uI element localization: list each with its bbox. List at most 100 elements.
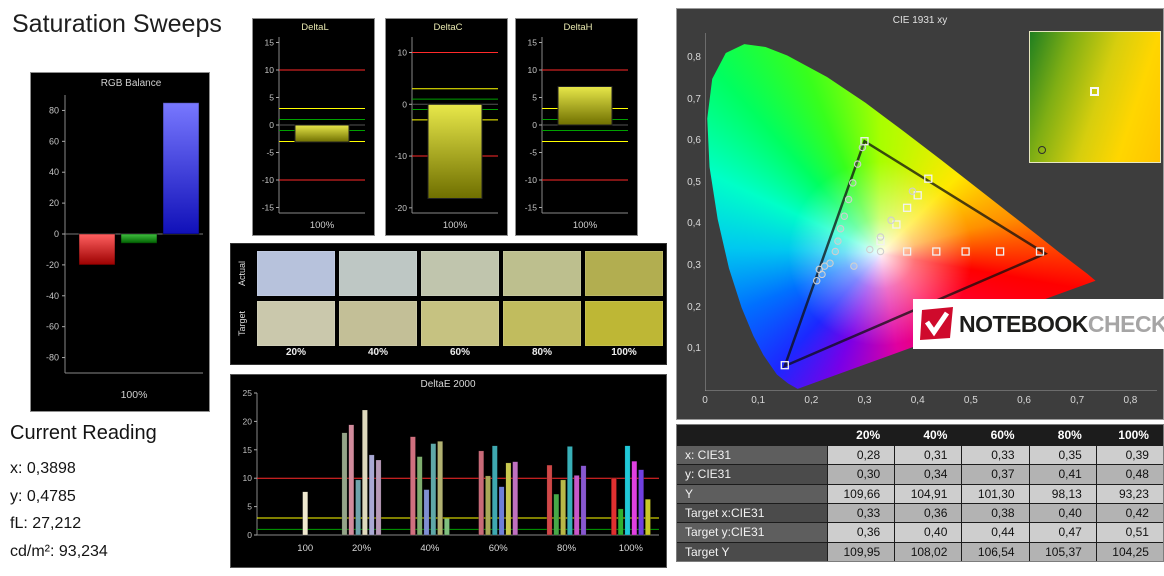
delta-e-bar xyxy=(505,462,512,536)
delta-l-chart: DeltaL 15 10 5 0 -5 -10 -15 100% xyxy=(252,18,375,236)
text-element: -5 xyxy=(266,148,274,158)
delta-e-svg: DeltaE 2000 25 20 15 10 5 0 100 20% 40% 60% 80% 100% xyxy=(243,379,659,554)
check-icon-bg xyxy=(920,307,953,340)
text-element: 20 xyxy=(49,198,59,208)
page-title: Saturation Sweeps xyxy=(12,10,222,38)
table-cell: 0,39 xyxy=(1096,446,1163,465)
text-element: RGB Balance xyxy=(101,78,162,89)
target-square-marker xyxy=(902,247,912,256)
table-cell: 0,37 xyxy=(962,465,1029,484)
measured-circle-marker xyxy=(876,233,885,241)
deltaH-svg: DeltaH 15 10 5 0 -5 -10 -15 100% xyxy=(525,22,628,231)
cie-x-tick-label: 0,5 xyxy=(963,395,978,406)
delta-e-bar xyxy=(580,465,587,536)
logo-text-notebook: NOTEBOOK xyxy=(959,310,1088,337)
measured-circle-marker xyxy=(818,270,826,279)
table-cell: 105,37 xyxy=(1029,542,1096,561)
text-element: -80 xyxy=(46,353,59,363)
table-row-label: Target y:CIE31 xyxy=(677,523,827,542)
swatch-col-label: 80% xyxy=(531,347,552,358)
table-header-cell: 80% xyxy=(1029,425,1096,445)
text-element: -40 xyxy=(46,291,59,301)
deltaC-svg: DeltaC 10 0 -10 -20 100% xyxy=(395,22,498,231)
table-cell: 0,51 xyxy=(1096,523,1163,542)
table-cell: 0,28 xyxy=(828,446,895,465)
text-element: 0 xyxy=(269,120,274,130)
text-element: 100% xyxy=(619,543,644,554)
delta-h-chart: DeltaH 15 10 5 0 -5 -10 -15 100% xyxy=(515,18,638,236)
delta-e-bar xyxy=(573,475,580,536)
cie-x-tick-label: 0 xyxy=(702,395,708,406)
text-element: 100% xyxy=(573,220,598,231)
inset-target-square-marker xyxy=(1089,86,1099,96)
text-element: 60% xyxy=(489,543,509,554)
delta-e-bar xyxy=(368,454,375,536)
target-square-marker xyxy=(932,247,941,256)
delta-e-bar xyxy=(624,445,631,536)
text-element: 15 xyxy=(265,38,275,48)
text-element: 100% xyxy=(443,220,468,231)
cie-y-tick-label: 0,5 xyxy=(687,176,701,188)
delta-e-2000-chart: DeltaE 2000 25 20 15 10 5 0 100 20% 40% 60% 80% 100% xyxy=(230,374,667,568)
delta-e-bar xyxy=(478,450,485,536)
text-element: 40% xyxy=(420,543,440,554)
delta-e-bar xyxy=(444,518,450,536)
cie-x-tick-label: 0,6 xyxy=(1017,395,1031,406)
text-element: 20% xyxy=(352,543,372,554)
current-reading-cd: cd/m²: 93,234 xyxy=(10,542,108,560)
delta-e-bar xyxy=(341,432,348,536)
text-element: 80 xyxy=(49,105,59,115)
measured-circle-marker xyxy=(849,179,857,187)
text-element: 15 xyxy=(528,38,538,48)
text-element: 10 xyxy=(528,65,538,75)
text-element: 25 xyxy=(243,388,253,398)
text-element: 10 xyxy=(398,48,408,58)
swatch-actual-40% xyxy=(339,251,417,296)
text-element: -15 xyxy=(525,203,538,213)
target-square-marker xyxy=(892,220,901,229)
text-element: 0 xyxy=(54,229,59,239)
target-square-marker xyxy=(961,247,970,256)
measured-circle-marker xyxy=(840,212,849,220)
delta-e-bar xyxy=(567,446,573,536)
delta-e-bar xyxy=(560,479,566,536)
text-element: 60 xyxy=(49,136,59,146)
notebookcheck-check-icon xyxy=(919,306,955,342)
inset-measured-circle-marker xyxy=(1037,146,1046,155)
swatch-target-60% xyxy=(421,301,499,346)
current-reading: Current Reading x: 0,3898 y: 0,4785 fL: … xyxy=(10,422,157,565)
delta-e-bar xyxy=(416,456,423,536)
text-element: 10 xyxy=(243,473,253,483)
swatch-target-80% xyxy=(503,301,581,346)
table-cell: 0,35 xyxy=(1029,446,1096,465)
deltaH-bar xyxy=(557,86,613,126)
cie-y-tick-label: 0,6 xyxy=(687,135,701,147)
cie-y-tick-label: 0,3 xyxy=(687,260,701,272)
delta-e-bar xyxy=(423,489,430,536)
table-header-cell: 40% xyxy=(895,425,962,445)
cie-x-tick-label: 0,1 xyxy=(751,395,766,406)
measured-circle-marker xyxy=(836,224,845,233)
measured-circle-marker xyxy=(834,237,842,245)
target-square-marker xyxy=(995,247,1005,256)
cie-title: CIE 1931 xy xyxy=(892,15,948,26)
delta-e-bar xyxy=(437,441,443,536)
text-element: 100% xyxy=(310,220,335,231)
text-element: 80% xyxy=(557,543,577,554)
delta-e-bar xyxy=(492,445,498,536)
deltaC-bar xyxy=(427,103,483,200)
delta-e-bar xyxy=(498,486,505,536)
measured-circle-marker xyxy=(876,247,885,256)
cie-y-tick-label: 0,4 xyxy=(687,218,701,230)
swatch-col-label: 100% xyxy=(611,347,637,358)
measured-circle-marker xyxy=(826,259,834,267)
target-square-marker xyxy=(780,361,789,370)
table-cell: 109,66 xyxy=(828,484,895,503)
text-element: 0 xyxy=(247,530,252,540)
cie-x-tick-label: 0,2 xyxy=(804,395,819,406)
cie-1931-chart: CIE 1931 xy NOTEBOOK CHECK 0 0,1 0,2 0,3 0,4 0… xyxy=(676,8,1164,420)
deltaL-bar xyxy=(294,124,350,143)
delta-e-bar xyxy=(512,461,519,536)
table-cell: 0,42 xyxy=(1096,504,1163,523)
check-icon-mark xyxy=(924,311,950,337)
